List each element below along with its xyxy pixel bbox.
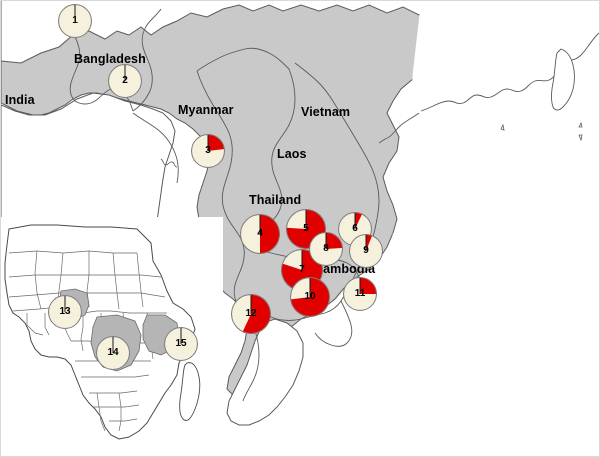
border-malay-peninsula: [242, 324, 260, 402]
taiwan-island: [551, 48, 575, 111]
gulf-of-thailand-water: [226, 318, 304, 426]
border-myanmar-thailand: [196, 70, 254, 324]
pie-marker-13[interactable]: 13: [48, 295, 82, 329]
pie-slice-group-14: [96, 336, 130, 370]
pie-marker-9[interactable]: 9: [349, 234, 383, 268]
pie-slice-group-1: [58, 4, 92, 38]
east-china-sea-water: [409, 1, 599, 241]
label-india: India: [5, 93, 35, 107]
border-china-myanmar: [196, 47, 290, 72]
pie-slice-group-13: [48, 295, 82, 329]
label-laos: Laos: [277, 147, 307, 161]
pie-marker-4[interactable]: 4: [240, 214, 280, 254]
island-speck-2: [578, 121, 583, 142]
pie-marker-10[interactable]: 10: [290, 277, 330, 317]
label-thailand: Thailand: [249, 193, 302, 207]
border-laos-vietnam: [294, 62, 380, 230]
pie-marker-3[interactable]: 3: [191, 134, 225, 168]
pie-marker-1[interactable]: 1: [58, 4, 92, 38]
border-vietnam-mekong: [314, 300, 353, 347]
irrawaddy-delta-detail: [160, 158, 178, 168]
label-bangladesh: Bangladesh: [74, 52, 146, 66]
pie-slice-group-9: [349, 234, 383, 268]
south-china-sea-water: [301, 233, 599, 456]
pie-marker-11[interactable]: 11: [343, 277, 377, 311]
pie-slice-group-4: [240, 214, 280, 254]
pie-slice-group-12: [231, 294, 271, 334]
pie-marker-12[interactable]: 12: [231, 294, 271, 334]
madagascar-island: [179, 362, 201, 421]
pie-slice-group-15: [164, 327, 198, 361]
label-vietnam: Vietnam: [301, 105, 351, 119]
pie-slice-group-8: [309, 232, 343, 266]
pie-slice-group-11: [343, 277, 377, 311]
pie-slice-group-2: [108, 64, 142, 98]
pie-marker-15[interactable]: 15: [164, 327, 198, 361]
label-myanmar: Myanmar: [178, 103, 234, 117]
pie-slice-group-10: [290, 277, 330, 317]
china-coastline-lower: [378, 112, 420, 144]
pie-marker-2[interactable]: 2: [108, 64, 142, 98]
pie-slice-group-3: [191, 134, 225, 168]
island-speck-1: [500, 123, 505, 131]
pie-marker-14[interactable]: 14: [96, 336, 130, 370]
pie-marker-8[interactable]: 8: [309, 232, 343, 266]
border-myanmar-west: [132, 112, 179, 184]
border-bangladesh-east: [132, 8, 162, 112]
